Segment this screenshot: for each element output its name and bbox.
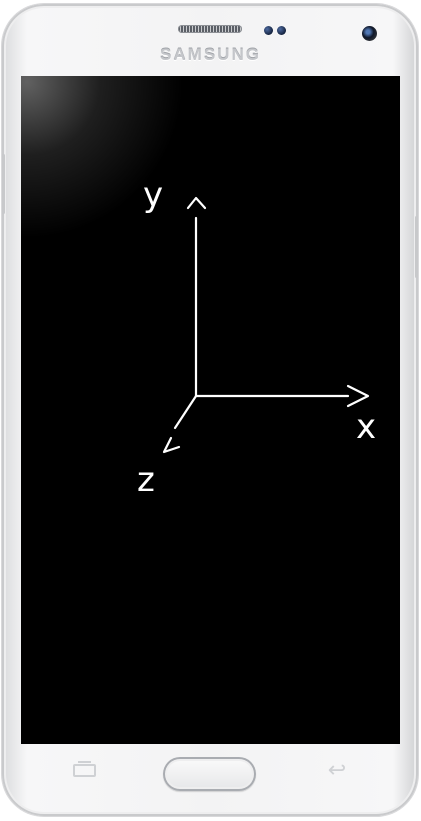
light-sensor (277, 26, 286, 35)
recent-apps-icon[interactable] (73, 761, 96, 777)
z-axis-line (173, 394, 198, 430)
earpiece-speaker (178, 25, 242, 33)
x-axis-label: x (356, 407, 376, 447)
y-axis-arrowhead (186, 196, 207, 210)
z-axis-label: z (137, 460, 155, 500)
z-axis-arrowhead (162, 436, 181, 454)
brand-logo: SAMSUNG (160, 45, 261, 64)
phone-screen (21, 76, 400, 744)
back-arrow-icon[interactable]: ↩ (327, 758, 347, 783)
home-button[interactable] (163, 757, 256, 791)
x-axis-arrowhead (346, 384, 370, 408)
y-axis-label: y (143, 175, 163, 215)
power-button[interactable] (415, 216, 418, 278)
proximity-sensor (264, 26, 273, 35)
volume-button[interactable] (2, 154, 5, 214)
front-camera-icon (362, 26, 377, 41)
screen-glare (21, 76, 211, 266)
